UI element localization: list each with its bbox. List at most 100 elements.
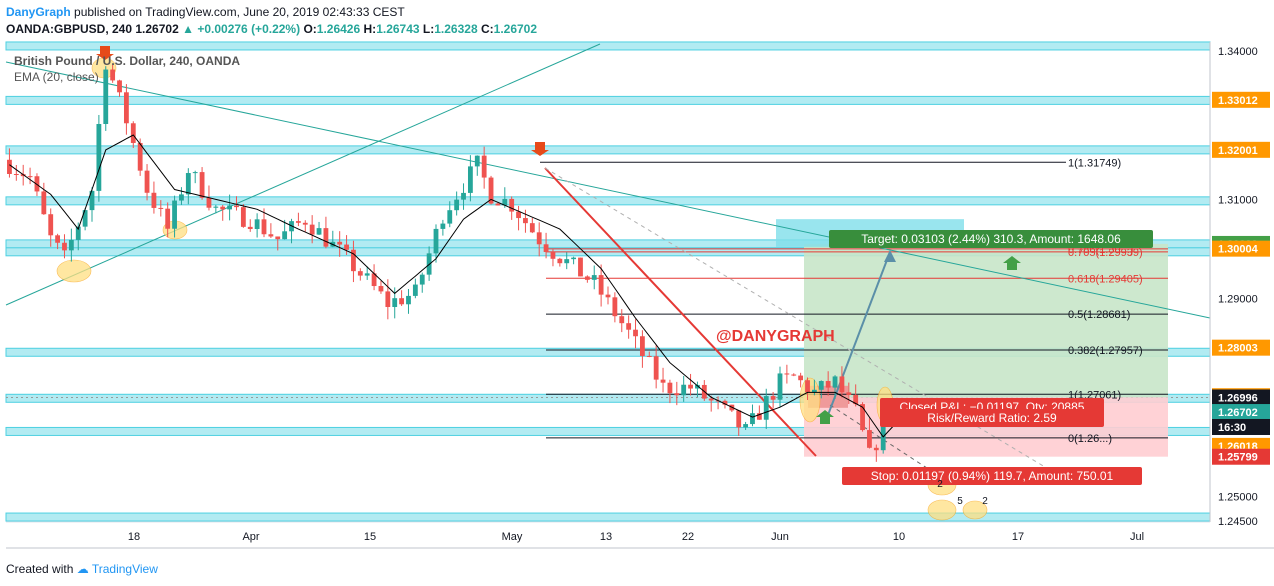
price-tag-box [1212, 418, 1270, 435]
candle [633, 319, 638, 349]
candle-body [62, 242, 67, 251]
candle [591, 265, 597, 290]
candle-body [185, 173, 191, 195]
candle [275, 236, 281, 251]
price-tag-label: 1.30004 [1218, 244, 1259, 256]
candle-body [240, 207, 246, 227]
fib-level-label: 0.705(1.29939) [1068, 247, 1143, 259]
candle [674, 381, 680, 406]
candle [447, 201, 453, 228]
candle-body [192, 172, 198, 174]
candle-body [433, 228, 439, 254]
candle-body [481, 155, 487, 178]
candle-body [529, 223, 535, 233]
candle-body [867, 430, 872, 448]
candle-body [234, 205, 239, 208]
ohlc-line: OANDA:GBPUSD, 240 1.26702 ▲ +0.00276 (+0… [6, 22, 537, 36]
price-tick-label: 1.24500 [1218, 516, 1258, 528]
candle-body [873, 447, 879, 451]
candle [357, 268, 363, 281]
candle [351, 240, 356, 283]
candle [743, 421, 749, 430]
candle-body [351, 249, 356, 272]
candle [529, 218, 535, 234]
price-tick-label: 1.34000 [1218, 46, 1258, 58]
candle-body [406, 295, 411, 305]
tradingview-logo-icon[interactable]: ☁ [76, 562, 89, 576]
candle-body [619, 316, 625, 324]
published-text: published on TradingView.com, June 20, 2… [74, 5, 405, 19]
candle-body [550, 252, 556, 259]
candle [364, 266, 370, 280]
candle [516, 205, 521, 231]
close-label: C: [480, 22, 494, 36]
event-count: 2 [982, 496, 988, 507]
candle [667, 379, 673, 404]
candle-body [82, 210, 88, 227]
candle [756, 405, 762, 420]
price-tag-box [1212, 339, 1270, 356]
fibonacci-retracement[interactable]: 1(1.31749)0.786(1.30...)0.705(1.29939)0.… [540, 157, 1168, 445]
candle-body [509, 198, 515, 212]
price-tag-box [1212, 448, 1270, 465]
candle-body [419, 274, 425, 285]
candle [399, 290, 405, 306]
ema-line [9, 134, 898, 438]
candle [268, 223, 274, 238]
candle-body [261, 219, 267, 235]
candle [481, 146, 487, 189]
candle-body [110, 69, 116, 81]
price-tag-label: 1.32001 [1218, 145, 1258, 157]
candle-body [825, 381, 831, 388]
candle [461, 183, 466, 210]
time-tick-label: Apr [242, 531, 259, 543]
candle [791, 373, 797, 377]
candle-body [708, 398, 714, 401]
zone-band [5, 196, 1211, 206]
candle-body [199, 172, 205, 198]
candle [853, 384, 859, 407]
price-tick-label: 1.29000 [1218, 293, 1258, 305]
tradingview-brand[interactable]: TradingView [91, 562, 158, 576]
time-axis[interactable]: 18 Apr 15 May 13 22 Jun 10 17 Jul [6, 521, 1274, 549]
zone-band [5, 145, 1211, 155]
fib-trend-line [544, 167, 817, 457]
candle-body [440, 223, 446, 229]
candle-body [337, 241, 343, 245]
candle [412, 278, 418, 299]
candle-body [27, 176, 33, 178]
time-tick-label: 17 [1012, 531, 1024, 543]
candle [165, 202, 171, 238]
candle [578, 257, 583, 277]
candle-body [68, 239, 74, 251]
candle-body [557, 258, 563, 264]
candle [474, 155, 480, 176]
candle-body [302, 222, 308, 225]
candles [7, 64, 900, 462]
price-tick-label: 1.31000 [1218, 194, 1258, 206]
candle-body [461, 192, 466, 200]
candle-body [282, 231, 288, 240]
candle [185, 168, 191, 205]
annotations: @DANYGRAPH Target: 0.03103 (2.44%) 310.3,… [96, 46, 1153, 507]
candle [846, 382, 852, 404]
open-value: 1.26426 [316, 22, 361, 36]
candle [344, 235, 349, 255]
candle-body [206, 197, 212, 208]
price-axis[interactable]: 1.340001.330121.320011.310001.300991.300… [1209, 42, 1270, 528]
candle [378, 280, 384, 294]
candle-body [653, 356, 659, 380]
candle-body [722, 400, 728, 405]
candle-body [598, 275, 604, 295]
candle [873, 444, 879, 462]
candle-body [55, 235, 61, 243]
time-tick-label: 15 [364, 531, 376, 543]
candle-body [667, 382, 673, 394]
candle [454, 191, 460, 216]
candle-body [158, 207, 164, 209]
up-arrow-icon: ▲ [182, 22, 194, 36]
trend-lines[interactable] [5, 43, 1211, 471]
candle-body [309, 224, 315, 235]
author-name[interactable]: DanyGraph [6, 5, 71, 19]
